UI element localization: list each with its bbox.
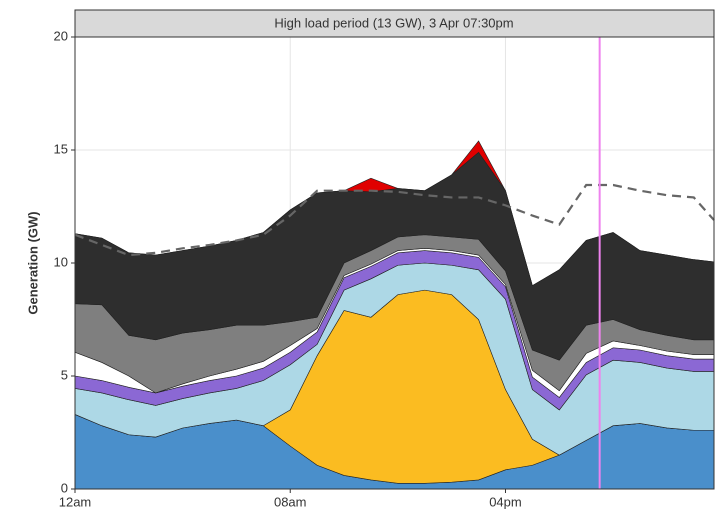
y-tick-label: 10 [54,254,68,269]
y-axis-label: Generation (GW) [25,211,40,314]
x-tick-label: 12am [59,494,92,509]
y-tick-label: 20 [54,28,68,43]
areas [74,140,715,490]
y-tick-label: 15 [54,141,68,156]
x-tick-label: 04pm [489,494,522,509]
axes: 0 5 10 15 20 12am 08am 04pm [54,28,522,509]
x-tick-label: 08am [274,494,307,509]
overlay [74,37,715,489]
strip [74,9,715,38]
y-tick-label: 5 [61,367,68,382]
chart-title: High load period (13 GW), 3 Apr 07:30pm [274,15,513,30]
y-tick-label: 0 [61,480,68,495]
demand-line [74,183,715,257]
